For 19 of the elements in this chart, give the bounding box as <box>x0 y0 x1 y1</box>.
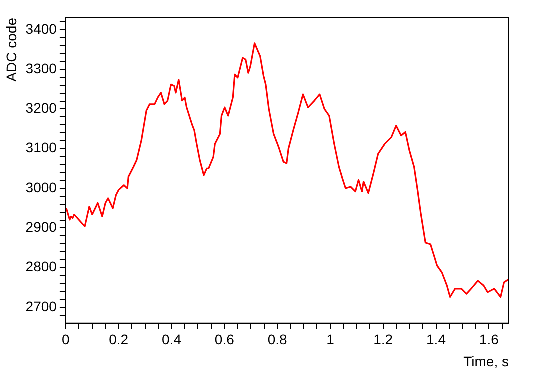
y-tick-label: 2700 <box>26 298 58 314</box>
x-tick-label: 1.4 <box>426 332 446 348</box>
x-tick-label: 0.6 <box>214 332 235 348</box>
y-tick-label: 2800 <box>26 258 58 275</box>
y-tick-label: 3300 <box>26 60 58 76</box>
x-axis-title: Time, s <box>464 353 509 370</box>
y-tick-label: 3400 <box>26 20 58 37</box>
y-tick-label: 3000 <box>26 179 58 196</box>
y-tick-label: 3200 <box>26 100 58 116</box>
y-tick-label: 3100 <box>26 140 58 156</box>
y-axis-title: ADC code <box>3 18 20 82</box>
y-tick-label: 2900 <box>26 219 58 236</box>
x-tick-label: 0.8 <box>268 332 288 348</box>
x-tick-label: 0.2 <box>109 332 129 348</box>
x-tick-label: 1 <box>326 332 335 348</box>
x-tick-label: 0 <box>62 332 70 348</box>
x-tick-label: 1.2 <box>374 332 394 348</box>
x-tick-label: 0.4 <box>162 332 182 348</box>
x-tick-label: 1.6 <box>479 332 500 348</box>
